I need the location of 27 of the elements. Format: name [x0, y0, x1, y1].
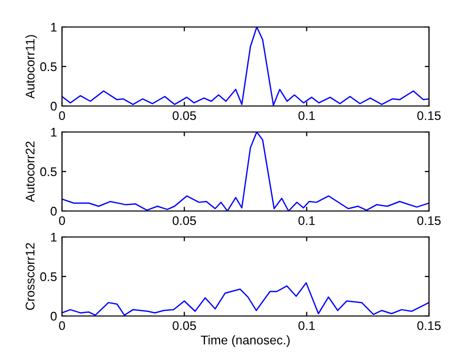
- y-tick-label: 1: [51, 232, 57, 242]
- x-tick-label: 0: [59, 216, 65, 226]
- x-tick-label: 0.1: [298, 321, 315, 330]
- x-tick-label: 0.05: [172, 216, 196, 226]
- y-axis-title: Autocorr11): [25, 35, 37, 99]
- x-axis-title: Time (nanosec.): [200, 335, 290, 347]
- y-tick-label: 0: [50, 206, 57, 216]
- y-tick-label: 0: [50, 102, 57, 111]
- y-tick-label: 0.5: [40, 167, 57, 176]
- x-tick-label: 0: [59, 111, 65, 120]
- line-series: [62, 132, 429, 211]
- x-tick-label: 0.15: [417, 216, 441, 226]
- x-tick-label: 0.1: [298, 111, 315, 120]
- y-axis-title: Autocorr22: [26, 142, 35, 202]
- y-tick-label: 1: [51, 22, 57, 32]
- y-axis-title: Crosscorr12: [26, 243, 35, 310]
- y-tick-label: 0.5: [40, 62, 57, 72]
- y-tick-label: 1: [51, 128, 57, 137]
- line-series: [62, 27, 429, 106]
- x-tick-label: 0.15: [417, 321, 441, 330]
- x-tick-label: 0.05: [172, 321, 196, 330]
- y-tick-label: 0: [50, 312, 57, 321]
- x-tick-label: 0.1: [298, 216, 315, 226]
- x-tick-label: 0.15: [417, 111, 441, 120]
- y-tick-label: 0.5: [40, 272, 57, 282]
- x-tick-label: 0: [59, 321, 65, 330]
- x-tick-label: 0.05: [172, 111, 196, 120]
